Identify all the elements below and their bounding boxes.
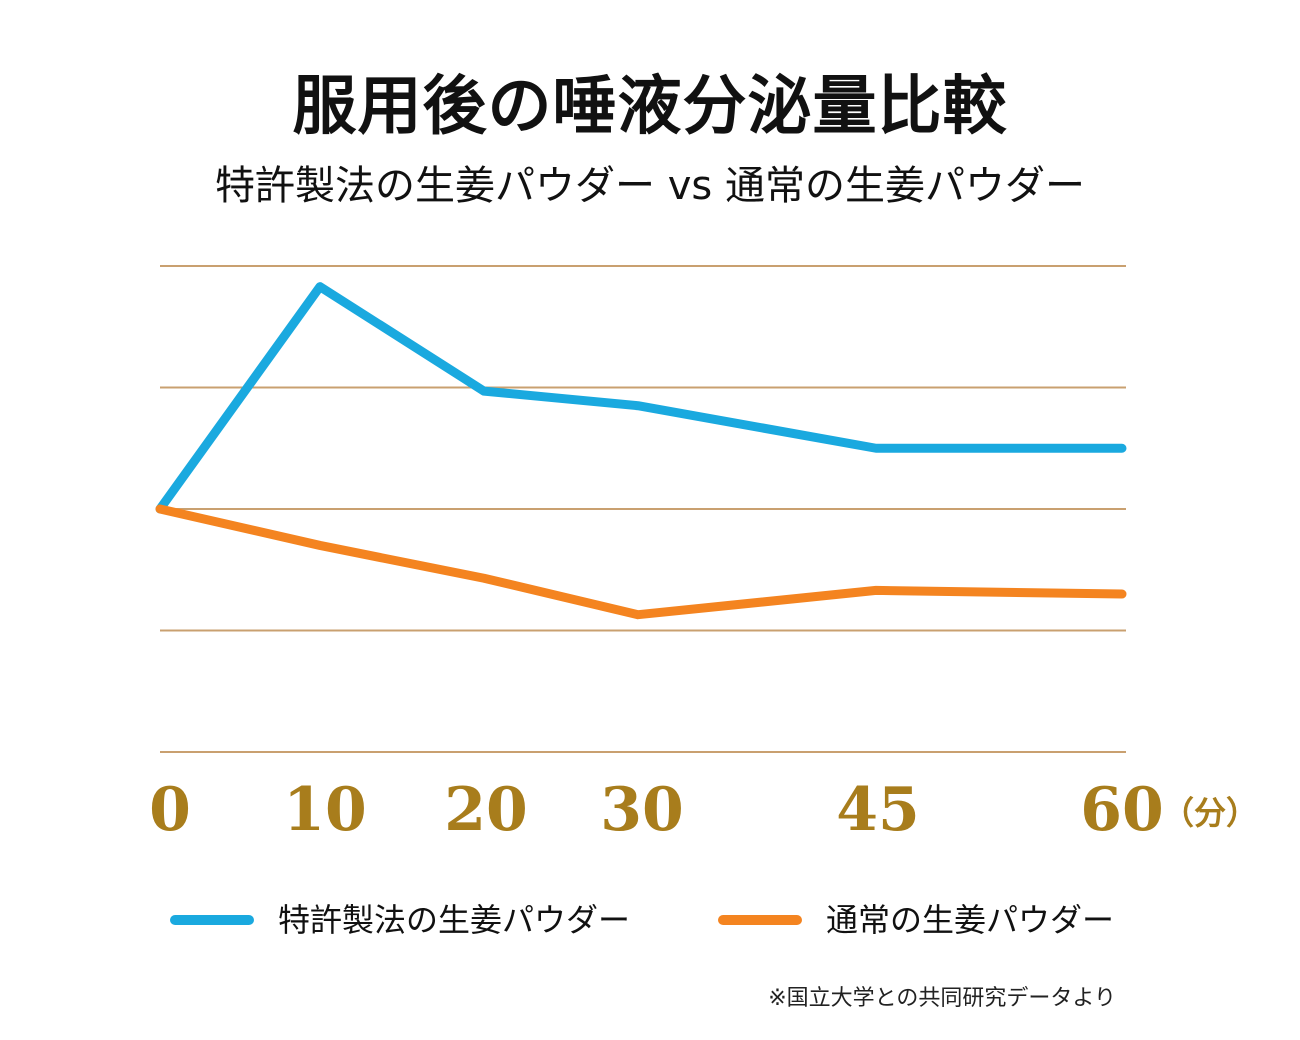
series-lines — [155, 282, 1127, 620]
legend-swatch-patented — [170, 915, 254, 925]
x-tick-label: 10 — [283, 775, 367, 845]
legend-label-patented: 特許製法の生姜パウダー — [278, 901, 631, 939]
x-tick-label: 20 — [444, 775, 528, 845]
legend-item-patented: 特許製法の生姜パウダー — [170, 892, 630, 948]
series-line-regular — [155, 504, 1127, 620]
x-tick-label: 60 — [1080, 775, 1164, 845]
grid-lines — [160, 265, 1126, 753]
chart-title: 服用後の唾液分泌量比較 — [292, 70, 1008, 144]
x-tick-label: 0 — [149, 775, 191, 845]
series-line-patented — [155, 282, 1127, 514]
x-tick-label: 30 — [600, 775, 684, 845]
source-note: ※国立大学との共同研究データより — [768, 986, 1116, 1011]
x-axis-ticks: 0 10 20 30 45 60（分） — [149, 775, 1258, 845]
x-tick-label: 45 — [836, 775, 920, 845]
chart-subtitle: 特許製法の生姜パウダー vs 通常の生姜パウダー — [215, 163, 1085, 209]
legend-item-regular: 通常の生姜パウダー — [718, 892, 1114, 948]
legend-swatch-regular — [718, 915, 802, 925]
x-axis-unit: （分） — [1162, 794, 1258, 832]
legend-label-regular: 通常の生姜パウダー — [826, 901, 1115, 939]
